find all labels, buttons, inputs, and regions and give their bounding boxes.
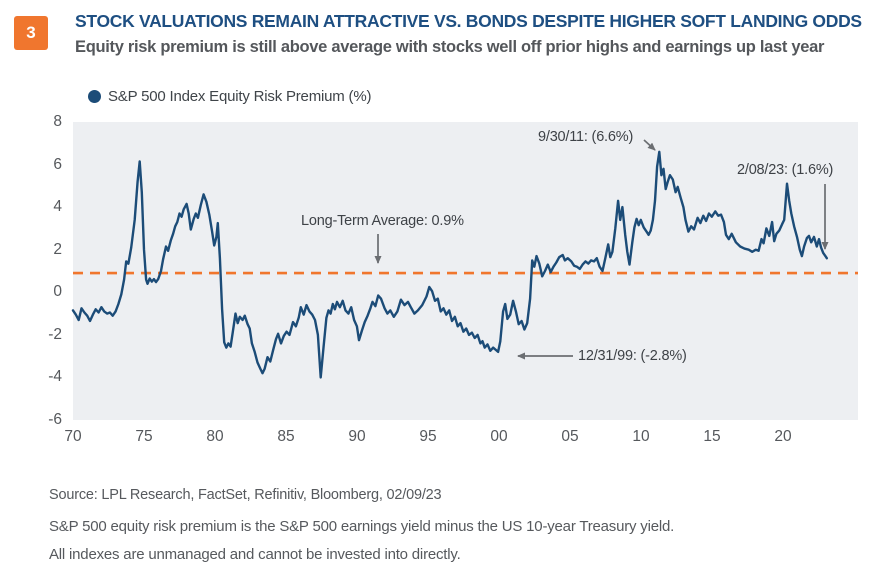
y-tick-label: -2 [48, 326, 62, 343]
x-tick-label: 05 [561, 428, 579, 445]
x-tick-label: 10 [632, 428, 650, 445]
x-tick-label: 95 [419, 428, 437, 445]
x-tick-label: 20 [774, 428, 792, 445]
plot-area [73, 122, 858, 420]
y-tick-label: 2 [53, 241, 62, 258]
legend: S&P 500 Index Equity Risk Premium (%) [88, 88, 371, 105]
x-tick-label: 15 [703, 428, 721, 445]
footnote-disclaimer: All indexes are unmanaged and cannot be … [49, 546, 461, 563]
erp-series-line [71, 150, 828, 379]
x-tick-label: 85 [277, 428, 295, 445]
source-line: Source: LPL Research, FactSet, Refinitiv… [49, 487, 442, 503]
y-tick-label: 6 [53, 156, 62, 173]
y-tick-label: 8 [53, 113, 62, 130]
long-term-average-annotation: Long-Term Average: 0.9% [301, 213, 464, 229]
legend-label: S&P 500 Index Equity Risk Premium (%) [108, 88, 372, 105]
y-tick-label: 4 [53, 198, 62, 215]
x-tick-label: 70 [64, 428, 82, 445]
y-tick-label: -4 [48, 368, 62, 385]
chart-subtitle: Equity risk premium is still above avera… [75, 38, 825, 56]
y-tick-label: 0 [53, 283, 62, 300]
figure-number-badge: 3 [14, 16, 48, 50]
y-tick-label: -6 [48, 411, 62, 428]
x-tick-label: 80 [206, 428, 224, 445]
chart-title: STOCK VALUATIONS REMAIN ATTRACTIVE VS. B… [75, 11, 862, 31]
low-1999-annotation: 12/31/99: (-2.8%) [578, 348, 687, 364]
x-tick-label: 00 [490, 428, 508, 445]
x-tick-label: 90 [348, 428, 366, 445]
x-tick-label: 75 [135, 428, 153, 445]
peak-2011-annotation: 9/30/11: (6.6%) [538, 129, 634, 145]
legend-marker-dot [88, 90, 101, 103]
latest-2023-annotation: 2/08/23: (1.6%) [737, 162, 834, 178]
footnote-definition: S&P 500 equity risk premium is the S&P 5… [49, 518, 675, 535]
peak-2011-annotation-arrow-icon [643, 139, 656, 151]
